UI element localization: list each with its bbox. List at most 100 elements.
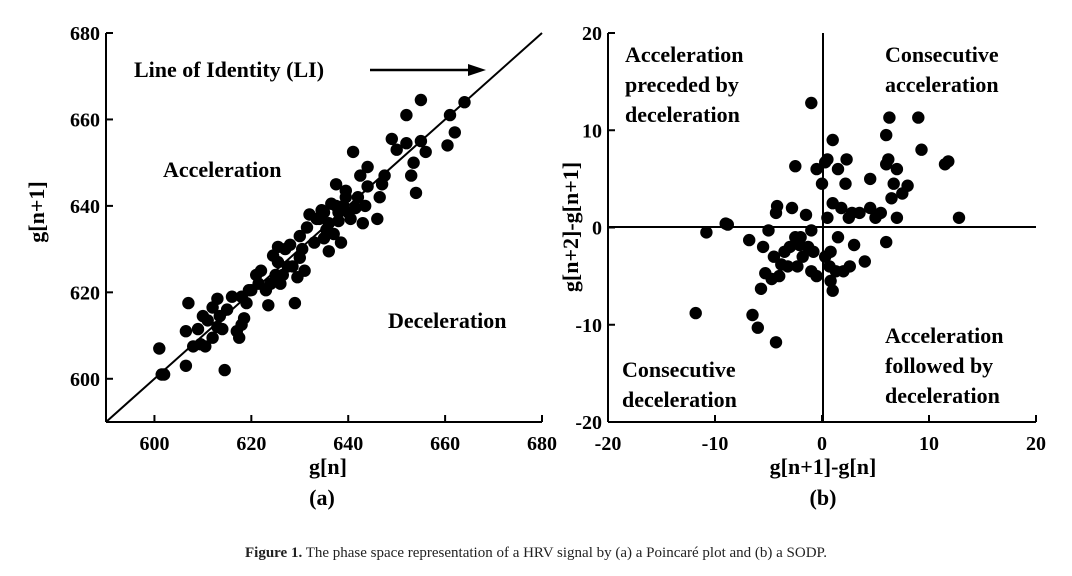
quadrant-top-right-line-2: acceleration: [885, 72, 999, 97]
data-point: [794, 231, 807, 244]
data-point: [887, 177, 900, 190]
data-point: [880, 235, 893, 249]
data-point: [826, 133, 839, 147]
data-point: [770, 199, 784, 213]
data-point: [942, 155, 955, 168]
data-point: [448, 126, 461, 139]
data-point: [254, 264, 268, 277]
data-point: [864, 201, 877, 215]
quadrant-top-right-line-1: Consecutive: [885, 42, 999, 67]
data-point: [864, 172, 877, 186]
data-point: [262, 299, 275, 312]
data-point: [344, 212, 357, 226]
data-point: [225, 290, 239, 303]
quadrant-label-bottom-right: Acceleration followed by deceleration: [885, 323, 1004, 408]
data-point: [743, 233, 756, 247]
data-point: [843, 260, 856, 273]
data-point: [356, 217, 369, 230]
x-tick-label: -10: [702, 433, 729, 455]
data-point: [327, 227, 340, 241]
data-point: [400, 137, 413, 150]
data-point: [785, 201, 799, 215]
data-point: [407, 156, 420, 169]
data-point: [746, 308, 759, 322]
data-point: [831, 231, 845, 244]
data-point: [293, 229, 306, 243]
data-point: [767, 250, 781, 263]
data-point: [334, 236, 348, 249]
y-tick-label: -20: [575, 412, 602, 434]
sodp-panel: -20 -10 0 10 20 -20 -10 0 10 20 Acceleration pre…: [558, 23, 1046, 510]
data-point: [322, 217, 335, 230]
caption-label: Figure 1.: [245, 545, 303, 561]
data-point: [286, 260, 299, 273]
data-point: [835, 201, 848, 215]
caption-text: The phase space representation of a HRV …: [305, 545, 827, 561]
data-point: [839, 177, 852, 190]
data-point: [781, 260, 794, 273]
quadrant-label-top-right: Consecutive acceleration: [885, 42, 999, 97]
data-point: [751, 321, 764, 334]
x-tick-label: 680: [527, 433, 557, 455]
plot-a-x-label: g[n]: [309, 454, 347, 479]
data-point: [317, 206, 331, 219]
data-point: [182, 296, 195, 310]
data-point: [789, 160, 802, 173]
data-point: [458, 96, 471, 109]
data-point: [400, 108, 413, 122]
data-point: [810, 269, 823, 283]
data-point: [441, 139, 454, 152]
y-tick-label: 680: [70, 23, 100, 45]
quadrant-label-bottom-left: Consecutive deceleration: [622, 357, 737, 412]
data-point: [354, 169, 367, 182]
data-point: [322, 245, 335, 258]
data-point: [385, 132, 398, 146]
data-point: [220, 303, 234, 316]
panel-a-label: (a): [309, 485, 335, 510]
data-point: [821, 153, 834, 166]
data-point: [206, 331, 219, 344]
data-point: [807, 245, 820, 258]
y-tick-label: 660: [70, 109, 100, 131]
data-point: [371, 212, 384, 226]
data-point: [296, 242, 309, 256]
data-point: [346, 145, 360, 159]
plot-b-points: [689, 96, 966, 349]
data-point: [300, 221, 314, 234]
x-tick-label: 10: [919, 433, 939, 455]
data-point: [201, 314, 214, 327]
data-point: [373, 191, 386, 204]
data-point: [799, 208, 813, 222]
data-point: [890, 211, 904, 224]
data-point: [756, 240, 770, 254]
data-point: [700, 226, 713, 239]
data-point: [847, 238, 861, 252]
panel-b-label: (b): [810, 485, 837, 510]
data-point: [840, 153, 853, 166]
quadrant-bottom-right-line-3: deceleration: [885, 383, 1000, 408]
data-point: [689, 306, 702, 320]
plot-a-y-label: g[n+1]: [24, 181, 49, 242]
plot-b-y-label: g[n+2]-g[n+1]: [558, 162, 583, 292]
x-tick-label: 660: [430, 433, 460, 455]
plot-a-x-ticks: 600 620 640 660 680: [139, 415, 557, 455]
data-point: [796, 250, 809, 263]
data-point: [308, 236, 321, 249]
data-point: [858, 255, 871, 268]
x-tick-label: 620: [236, 433, 266, 455]
data-point: [419, 145, 432, 159]
data-point: [824, 245, 837, 258]
data-point: [805, 224, 818, 237]
y-tick-label: -10: [575, 315, 602, 337]
quadrant-top-left-line-3: deceleration: [625, 102, 740, 127]
data-point: [890, 162, 904, 176]
data-point: [339, 184, 352, 197]
data-point: [233, 331, 246, 344]
x-tick-label: 20: [1026, 433, 1046, 455]
data-point: [443, 108, 457, 122]
y-tick-label: 10: [582, 120, 602, 142]
data-point: [216, 322, 229, 336]
data-point: [783, 240, 797, 254]
data-point: [791, 260, 804, 273]
data-point: [361, 180, 374, 193]
